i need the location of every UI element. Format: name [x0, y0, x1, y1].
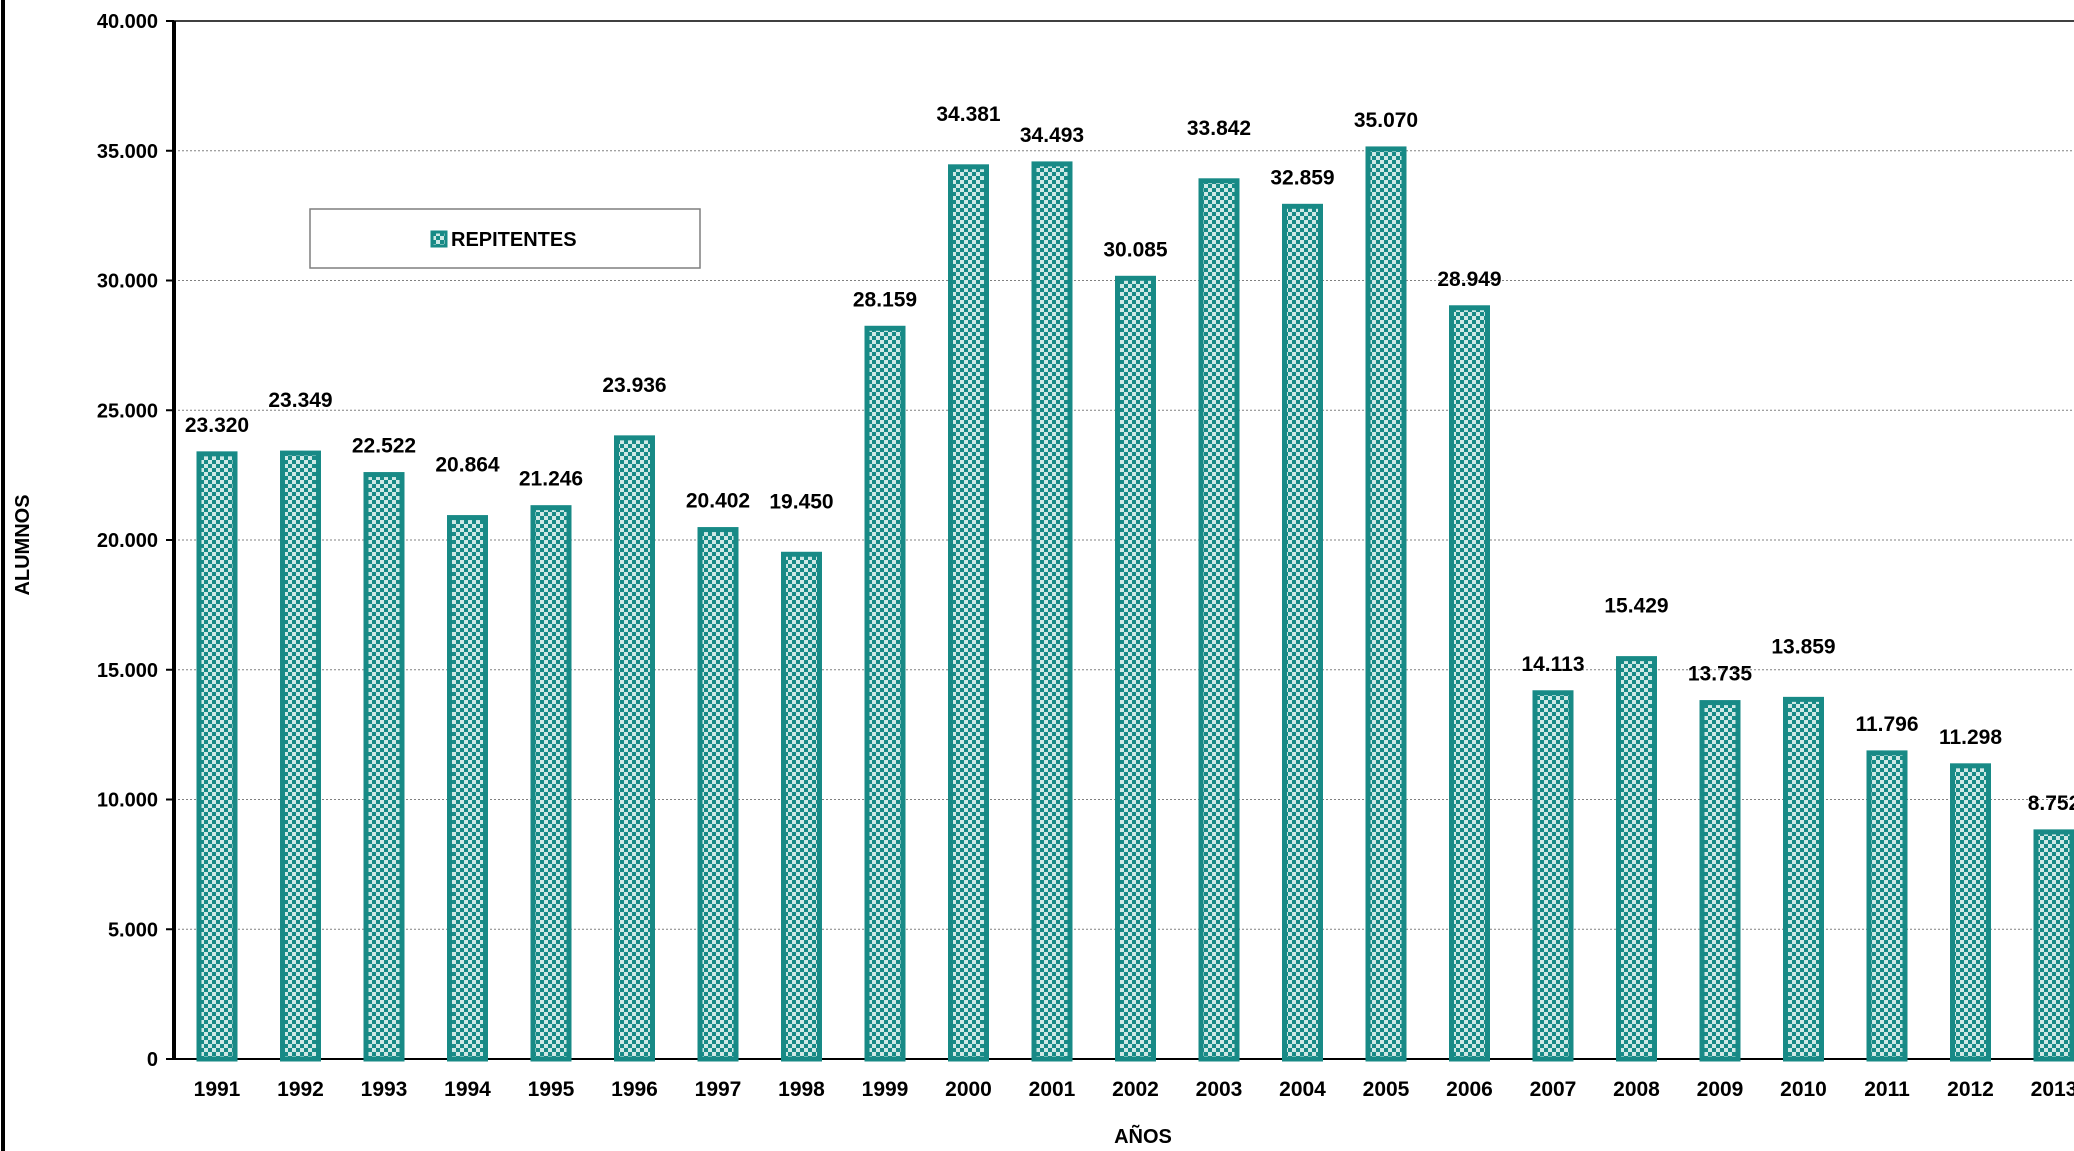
y-axis-title: ALUMNOS [12, 494, 34, 595]
y-tick-label: 20.000 [97, 530, 158, 552]
data-label: 23.936 [602, 374, 666, 397]
x-tick-label: 2002 [1112, 1078, 1159, 1101]
bar [1783, 696, 1824, 1062]
x-tick-label: 2011 [1864, 1078, 1910, 1101]
bar [948, 164, 989, 1062]
x-tick-label: 2005 [1363, 1078, 1410, 1101]
y-tick-label: 5.000 [108, 919, 158, 941]
bar [1532, 690, 1574, 1062]
data-labels: 23.320 23.349 22.522 20.864 21.246 23.936 20.4… [185, 103, 2074, 815]
bar [363, 472, 405, 1062]
data-label: 34.381 [936, 103, 1001, 126]
x-tick-label: 2012 [1947, 1078, 1994, 1101]
y-tick-label: 35.000 [97, 141, 158, 163]
data-label: 28.159 [853, 288, 917, 311]
legend: REPITENTES [309, 208, 701, 269]
legend-swatch [430, 230, 448, 248]
x-tick-label: 1995 [528, 1078, 575, 1101]
data-label: 35.070 [1354, 109, 1418, 132]
data-label: 23.320 [185, 414, 249, 437]
bar [1866, 750, 1908, 1062]
x-tick-label: 1994 [444, 1078, 491, 1101]
x-tick-label: 1996 [611, 1078, 658, 1101]
data-label: 20.402 [686, 490, 750, 513]
bar [530, 505, 572, 1062]
y-tick-label: 30.000 [97, 271, 158, 293]
bar [1449, 305, 1490, 1062]
x-tick-label: 2006 [1446, 1078, 1493, 1101]
data-label: 22.522 [352, 435, 416, 458]
data-label: 20.864 [435, 454, 500, 477]
x-tick-label: 1998 [778, 1078, 825, 1101]
y-tick-labels: 0 5.000 10.000 15.000 20.000 25.000 30.000 35.0… [97, 11, 158, 1071]
bar [1699, 700, 1741, 1062]
x-tick-label: 2003 [1196, 1078, 1243, 1101]
data-label: 21.246 [519, 468, 583, 491]
data-label: 15.429 [1604, 595, 1668, 618]
data-label: 11.298 [1939, 726, 2002, 749]
bar [447, 515, 488, 1062]
bar [1031, 161, 1073, 1062]
x-tick-label: 1997 [695, 1078, 742, 1101]
x-tick-label: 1999 [862, 1078, 909, 1101]
data-label: 33.842 [1187, 117, 1251, 140]
x-tick-label: 2010 [1780, 1078, 1827, 1101]
data-label: 13.735 [1688, 663, 1753, 686]
bar [280, 450, 321, 1062]
bar [614, 435, 655, 1062]
bar [1115, 275, 1156, 1062]
legend-box [309, 208, 701, 269]
bar [1365, 146, 1407, 1062]
bar [781, 551, 822, 1062]
bar [1616, 656, 1657, 1062]
bar [864, 325, 906, 1062]
y-tick-label: 0 [147, 1049, 158, 1071]
data-label: 28.949 [1437, 268, 1501, 291]
x-tick-label: 2004 [1279, 1078, 1326, 1101]
x-tick-label: 2007 [1530, 1078, 1577, 1101]
bar [697, 527, 739, 1062]
x-tick-label: 2001 [1029, 1078, 1076, 1101]
y-tick-label: 15.000 [97, 660, 158, 682]
x-tick-label: 2008 [1613, 1078, 1660, 1101]
bars [196, 146, 2074, 1062]
x-tick-label: 1992 [277, 1078, 324, 1101]
x-tick-labels: 1991 1992 1993 1994 1995 1996 1997 1998 1999 2000… [194, 1078, 2074, 1101]
data-label: 19.450 [769, 490, 833, 513]
x-tick-label: 2000 [945, 1078, 992, 1101]
bar [2033, 829, 2074, 1062]
data-label: 14.113 [1521, 653, 1584, 676]
data-label: 8.752 [2028, 792, 2074, 815]
y-tick-label: 25.000 [97, 400, 158, 422]
data-label: 13.859 [1771, 635, 1835, 658]
bar [1282, 203, 1323, 1062]
data-label: 34.493 [1020, 124, 1084, 147]
legend-label: REPITENTES [451, 229, 577, 251]
data-label: 32.859 [1270, 166, 1334, 189]
data-label: 23.349 [268, 389, 332, 412]
x-tick-label: 2009 [1697, 1078, 1744, 1101]
y-tick-label: 10.000 [97, 790, 158, 812]
x-tick-label: 2013 [2031, 1078, 2074, 1101]
data-label: 30.085 [1103, 238, 1168, 261]
x-tick-label: 1991 [194, 1078, 241, 1101]
x-tick-label: 1993 [361, 1078, 408, 1101]
y-tick-label: 40.000 [97, 11, 158, 33]
bar [196, 451, 238, 1062]
bar [1950, 763, 1991, 1062]
data-label: 11.796 [1855, 713, 1918, 736]
x-axis-title: AÑOS [1114, 1125, 1172, 1148]
bar [1198, 178, 1240, 1062]
